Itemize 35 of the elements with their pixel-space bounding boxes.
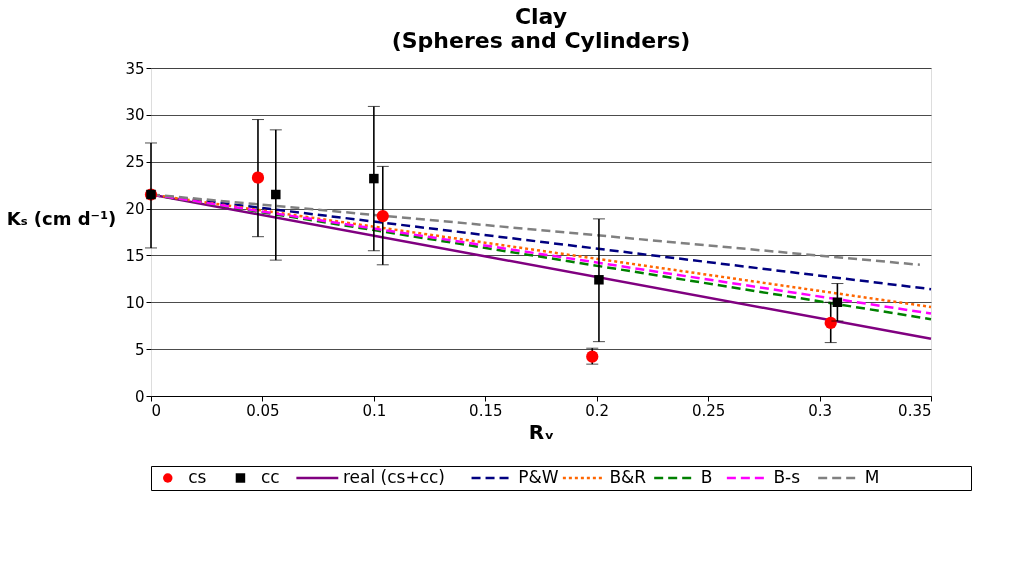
y-tick-label: 20 (125, 200, 145, 219)
point (824, 316, 837, 330)
point (594, 275, 604, 285)
y-axis-title: Kₛ (cm d⁻¹) (6, 207, 117, 229)
legend-label: B (700, 467, 713, 487)
point (369, 173, 379, 184)
legend-label: real (cs+cc) (342, 467, 445, 487)
x-tick-label: 0.3 (808, 401, 832, 420)
x-tick-label: 0.2 (585, 401, 610, 420)
y-tick-label: 15 (125, 246, 145, 265)
x-tick-label: 0 (151, 401, 162, 420)
legend-label: P&W (518, 467, 559, 487)
point (251, 171, 265, 184)
x-axis-title: Rᵥ (528, 419, 555, 444)
legend-label: cc (260, 467, 280, 487)
chart-title: Clay (514, 4, 568, 29)
legend-label: B&R (609, 467, 647, 487)
x-tick-label: 0.1 (362, 401, 387, 420)
x-tick-label: 0.15 (469, 401, 503, 420)
y-tick-label: 35 (125, 59, 145, 78)
chart-subtitle: (Spheres and Cylinders) (391, 28, 691, 53)
x-tick-label: 0.35 (898, 401, 932, 420)
point (376, 209, 389, 223)
x-tick-label: 0.05 (246, 401, 280, 420)
legend-label: cs (188, 467, 207, 487)
y-tick-label: 5 (134, 340, 145, 359)
point (832, 297, 843, 308)
legend-label: B-s (773, 467, 801, 487)
y-tick-label: 0 (134, 387, 145, 406)
x-tick-label: 0.25 (691, 401, 726, 420)
point (271, 189, 281, 200)
y-tick-label: 10 (125, 293, 145, 312)
y-tick-label: 25 (125, 153, 145, 172)
legend-label: M (864, 467, 880, 487)
y-tick-label: 30 (125, 106, 145, 125)
